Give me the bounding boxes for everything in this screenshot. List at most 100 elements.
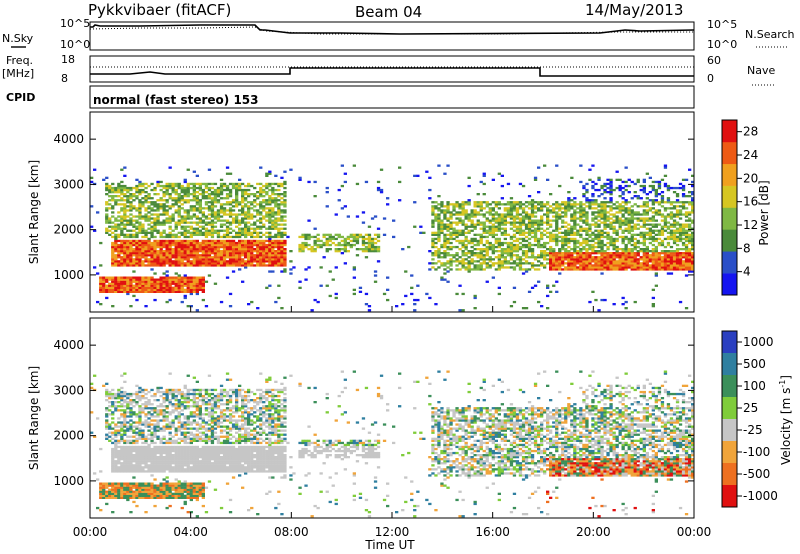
power-cell — [355, 239, 360, 243]
power-cell — [165, 256, 169, 259]
power-cell — [126, 215, 130, 218]
power-cell — [521, 262, 526, 265]
power-cell — [195, 280, 199, 283]
power-cell — [675, 186, 680, 190]
power-cell — [567, 245, 571, 249]
power-cell — [434, 231, 438, 234]
noise-tick-left-bottom: 10^0 — [60, 38, 90, 51]
power-cell — [241, 191, 245, 194]
power-cell — [192, 193, 196, 196]
power-cell — [141, 188, 145, 192]
power-cell — [618, 260, 622, 263]
power-cell — [135, 191, 139, 194]
power-cell — [165, 278, 169, 281]
power-cell — [591, 258, 595, 261]
power-cell — [624, 221, 628, 224]
power-cell — [666, 264, 671, 267]
power-cell — [437, 213, 441, 216]
power-heatmap — [90, 164, 695, 312]
power-cell — [231, 262, 236, 265]
power-cell — [509, 213, 514, 216]
power-cell — [198, 276, 202, 279]
velocity-cell — [123, 433, 127, 436]
power-cell — [153, 193, 157, 196]
power-cell — [274, 197, 278, 200]
power-cell — [515, 229, 520, 232]
velocity-cell — [102, 482, 106, 485]
power-cell — [476, 254, 480, 257]
power-cell — [591, 237, 595, 241]
power-cell — [512, 300, 517, 304]
power-cell — [564, 225, 568, 228]
power-cell — [337, 248, 341, 251]
power-cell — [630, 248, 634, 251]
power-cell — [165, 199, 169, 202]
power-cell — [141, 250, 145, 253]
power-cell — [537, 203, 541, 206]
power-cell — [195, 284, 199, 287]
power-cell — [171, 280, 175, 283]
power-cell — [219, 186, 224, 190]
power-cell — [524, 223, 529, 226]
power-cell — [244, 245, 248, 249]
power-cell — [216, 256, 221, 259]
power-cell — [174, 276, 178, 279]
velocity-cell — [114, 494, 118, 497]
power-cell — [558, 184, 562, 188]
power-cell — [265, 186, 269, 190]
power-cell — [135, 245, 139, 249]
power-cell — [618, 235, 622, 239]
power-cell — [672, 241, 677, 245]
power-cell — [132, 252, 136, 255]
power-cell — [576, 241, 580, 245]
power-cell — [555, 280, 559, 283]
power-cell — [108, 221, 112, 224]
power-cell — [180, 191, 184, 194]
power-cell — [597, 252, 601, 255]
power-cell — [573, 225, 577, 228]
power-cell — [597, 243, 601, 247]
power-cell — [639, 188, 643, 192]
power-cell — [289, 250, 293, 253]
power-cell — [485, 262, 489, 265]
power-cell — [277, 264, 281, 267]
power-cell — [555, 237, 559, 241]
power-cell — [443, 172, 447, 175]
power-cell — [367, 245, 372, 249]
power-cell — [201, 250, 205, 253]
power-cell — [138, 252, 142, 255]
power-cell — [256, 233, 260, 236]
power-cell — [268, 227, 272, 230]
power-cell — [165, 290, 169, 293]
power-cell — [473, 266, 477, 269]
power-cell — [235, 195, 239, 198]
power-cell — [144, 252, 148, 255]
power-cell — [470, 254, 474, 257]
power-cell — [165, 239, 169, 243]
power-cell — [621, 235, 625, 239]
power-cell — [582, 241, 586, 245]
power-cell — [250, 203, 254, 206]
power-cell — [198, 184, 202, 188]
power-cell — [552, 264, 556, 267]
power-cell — [449, 233, 453, 236]
power-cell — [537, 209, 541, 212]
power-cell — [171, 205, 175, 208]
power-cell — [491, 178, 495, 181]
power-cell — [105, 290, 109, 293]
power-cell — [171, 229, 175, 232]
power-cell — [533, 243, 538, 247]
power-cell — [313, 241, 317, 245]
power-cell — [533, 207, 538, 210]
power-cell — [627, 229, 631, 232]
power-cell — [642, 201, 646, 204]
power-cell — [244, 239, 248, 243]
power-cell — [579, 252, 583, 255]
power-cell — [672, 268, 677, 271]
power-cell — [334, 233, 338, 236]
power-cell — [355, 235, 360, 239]
power-cell — [207, 186, 212, 190]
power-cell — [207, 195, 212, 198]
power-cell — [156, 262, 160, 265]
power-cell — [108, 186, 112, 190]
